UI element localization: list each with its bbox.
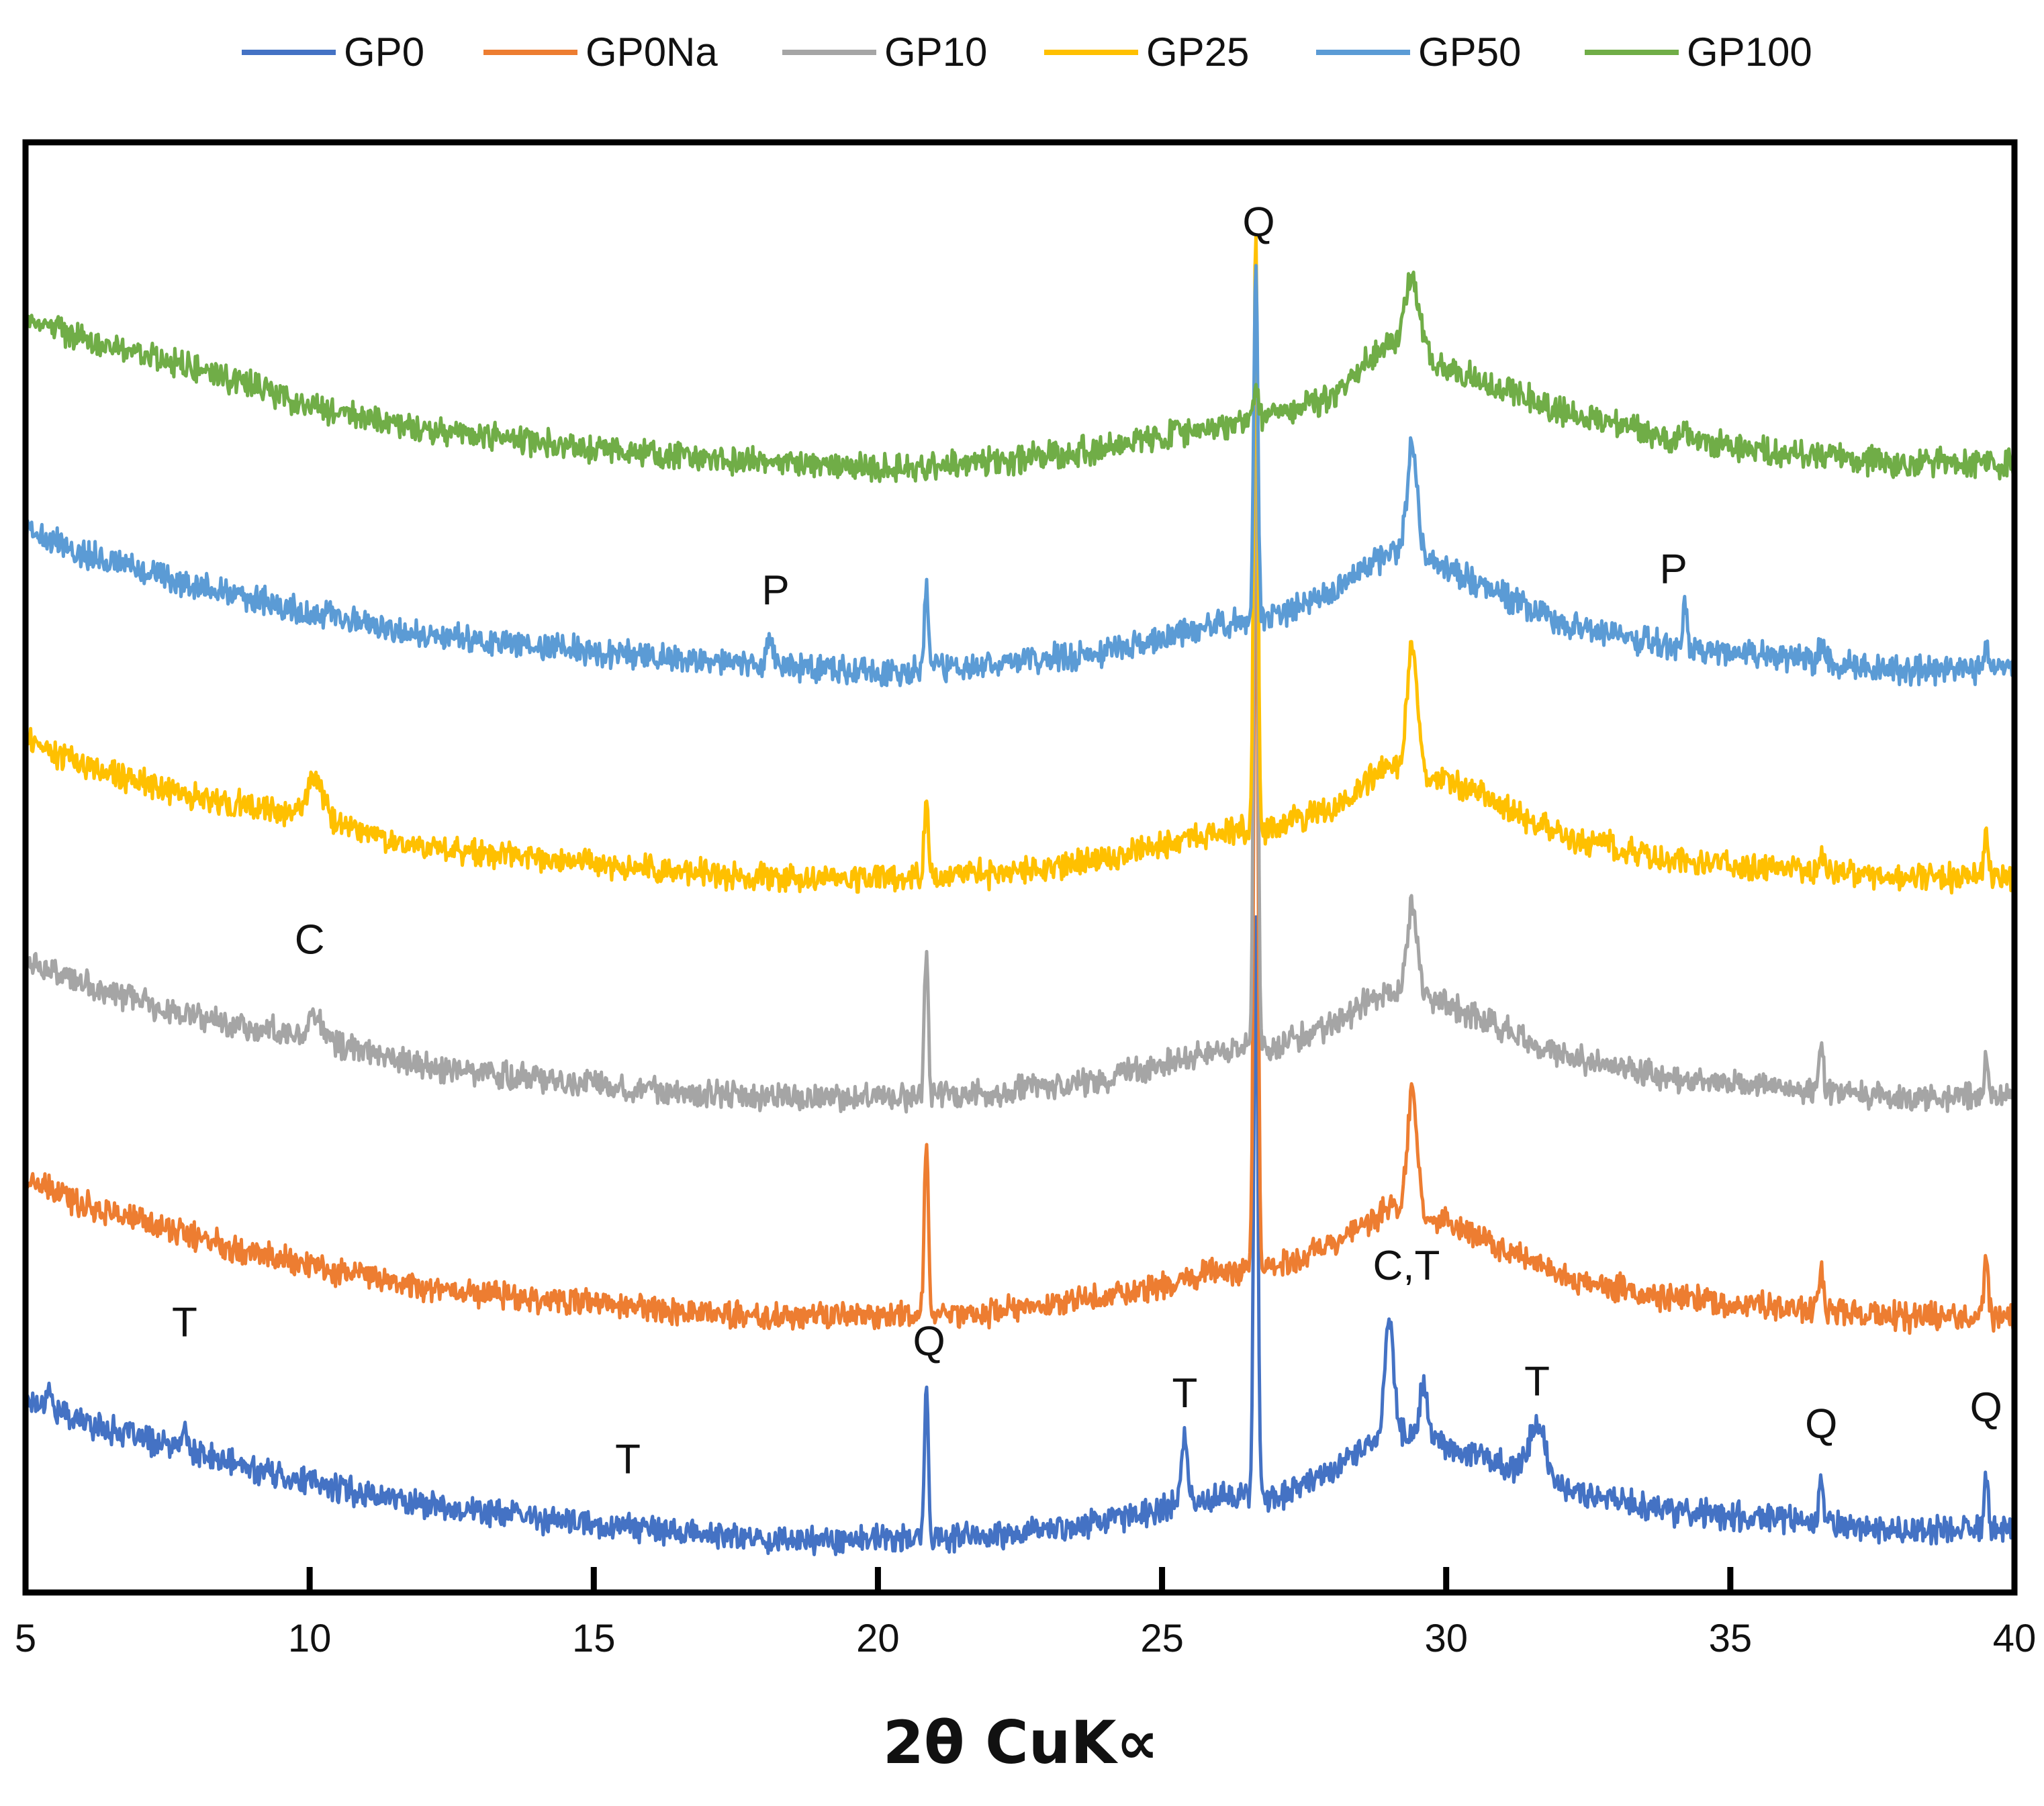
- x-tick-label-15: 15: [572, 1617, 616, 1660]
- x-tick-label-20: 20: [856, 1617, 900, 1660]
- plot-frame: [22, 139, 2018, 1596]
- x-tick-label-40: 40: [1993, 1617, 2037, 1660]
- peak-label: P: [761, 567, 789, 614]
- peak-label: C,T: [1373, 1243, 1440, 1289]
- peak-labels: T T Q T C,T T Q Q C P P Q: [172, 199, 2002, 1483]
- peak-label: Q: [1242, 199, 1274, 246]
- series-line-gp25: [26, 233, 2014, 895]
- series-line-gp0: [26, 915, 2014, 1556]
- x-axis: 5 10 15 20 25 30 35 40: [15, 1567, 2036, 1660]
- legend-label-gp10: GP10: [884, 30, 987, 75]
- legend-label-gp25: GP25: [1146, 30, 1249, 75]
- x-tick-label-10: 10: [288, 1617, 332, 1660]
- peak-label: T: [615, 1436, 641, 1482]
- x-axis-label: 2θ CuK∝: [883, 1708, 1158, 1777]
- peak-label: C: [295, 917, 325, 963]
- series-layer: [26, 233, 2014, 1556]
- legend-label-gp0: GP0: [344, 30, 424, 75]
- x-tick-label-5: 5: [15, 1617, 36, 1660]
- peak-label: T: [172, 1299, 197, 1345]
- legend-label-gp50: GP50: [1418, 30, 1521, 75]
- peak-label: T: [1172, 1370, 1197, 1417]
- series-line-gp50: [26, 264, 2014, 687]
- x-tick-label-35: 35: [1709, 1617, 1753, 1660]
- series-line-gp100: [26, 271, 2014, 483]
- x-tick-label-25: 25: [1140, 1617, 1184, 1660]
- series-line-gp0na: [26, 447, 2014, 1335]
- peak-label: Q: [1805, 1401, 1837, 1447]
- legend: GP0 GP0Na GP10 GP25 GP50 GP100: [242, 30, 1812, 75]
- peak-label: P: [1660, 546, 1687, 593]
- x-tick-label-30: 30: [1424, 1617, 1468, 1660]
- peak-label: T: [1524, 1358, 1550, 1405]
- legend-label-gp100: GP100: [1687, 30, 1812, 75]
- peak-label: Q: [1970, 1384, 2002, 1431]
- series-line-gp10: [26, 340, 2014, 1114]
- legend-label-gp0na: GP0Na: [586, 30, 718, 75]
- peak-label: Q: [913, 1319, 945, 1365]
